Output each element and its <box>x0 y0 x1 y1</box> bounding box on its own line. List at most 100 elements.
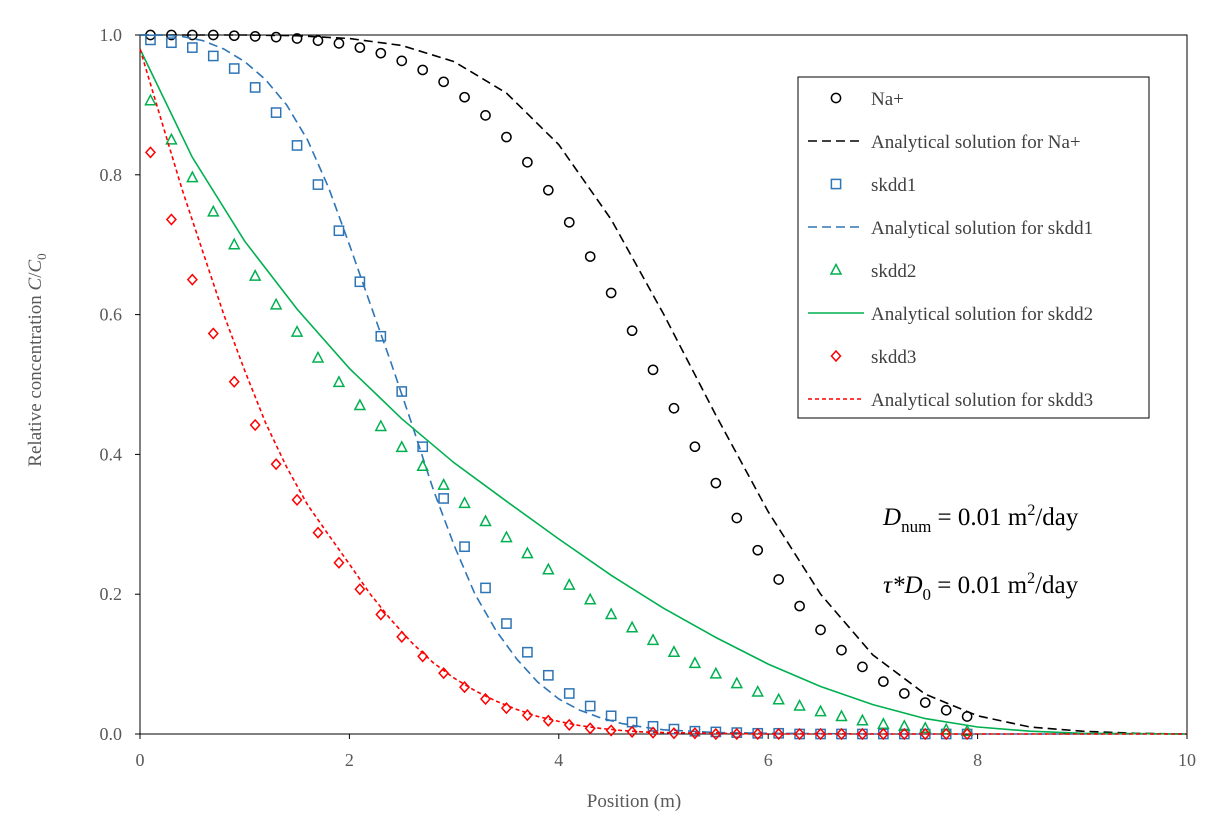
data-point-skdd2 <box>437 478 450 490</box>
x-tick-label: 6 <box>764 750 773 770</box>
data-point-na <box>773 574 785 585</box>
y-tick-label: 0.8 <box>100 165 123 185</box>
legend-label-analytical-solution-for-na: Analytical solution for Na+ <box>871 132 1081 153</box>
data-point-skdd2 <box>374 419 388 432</box>
series-skdd2 <box>144 93 974 736</box>
data-point-skdd1 <box>480 582 491 594</box>
data-point-skdd2 <box>625 620 639 633</box>
data-point-skdd1 <box>542 669 554 681</box>
data-point-skdd1 <box>375 330 387 342</box>
data-point-na <box>501 131 512 143</box>
series-skdd3 <box>144 146 973 741</box>
data-point-skdd3 <box>165 213 177 226</box>
data-point-skdd1 <box>501 618 512 629</box>
data-point-skdd3 <box>689 727 701 740</box>
series-analytical-solution-for-skdd3 <box>139 48 1187 735</box>
data-point-skdd2 <box>207 204 220 217</box>
series-na <box>145 29 973 722</box>
tick-labels: 0 2 4 6 8 10 0.0 0.2 0.4 0.6 0.8 1.0 <box>100 25 1197 770</box>
data-point-skdd2 <box>269 297 283 310</box>
data-point-skdd2 <box>898 719 911 732</box>
y-tick-label: 0.4 <box>100 444 123 464</box>
data-point-skdd3 <box>794 727 806 741</box>
data-point-skdd3 <box>773 727 785 741</box>
legend-swatch-na <box>830 92 842 104</box>
data-point-skdd3 <box>752 727 764 741</box>
data-point-skdd2 <box>479 514 492 527</box>
legend-label-analytical-solution-for-skdd1: Analytical solution for skdd1 <box>871 218 1093 239</box>
data-point-skdd3 <box>815 727 827 741</box>
y-axis-title: Relative concentration C/C0 <box>25 253 49 466</box>
y-tick-label: 0.2 <box>100 584 123 604</box>
legend-label-skdd3: skdd3 <box>871 347 916 368</box>
line-analytical-solution-for-skdd2 <box>139 48 1188 735</box>
data-point-skdd3 <box>647 726 659 739</box>
data-point-skdd3 <box>186 273 198 286</box>
data-point-skdd2 <box>646 633 660 646</box>
data-point-skdd2 <box>186 170 199 183</box>
data-point-skdd3 <box>877 727 889 741</box>
legend-label-skdd2: skdd2 <box>871 261 916 282</box>
legend-label-skdd1: skdd1 <box>871 175 916 196</box>
data-point-na <box>710 477 722 489</box>
x-tick-label: 8 <box>973 750 982 770</box>
data-point-skdd1 <box>249 82 261 93</box>
data-point-skdd3 <box>480 692 492 706</box>
x-tick-label: 2 <box>345 750 354 770</box>
data-point-skdd2 <box>353 398 367 411</box>
data-point-skdd1 <box>270 107 282 118</box>
y-tick-label: 1.0 <box>100 25 123 45</box>
data-point-skdd3 <box>333 556 345 569</box>
data-point-skdd3 <box>249 418 261 432</box>
data-point-na <box>752 544 764 556</box>
data-point-skdd1 <box>145 34 156 46</box>
data-point-skdd1 <box>522 646 533 658</box>
data-point-skdd3 <box>835 727 847 741</box>
data-point-na <box>584 251 596 262</box>
data-point-skdd2 <box>332 375 346 388</box>
line-analytical-solution-for-skdd1 <box>140 34 1187 735</box>
data-point-na <box>417 64 429 76</box>
data-point-skdd3 <box>228 375 240 388</box>
data-point-na <box>668 402 680 414</box>
data-point-skdd3 <box>312 526 324 539</box>
data-point-skdd2 <box>960 724 974 736</box>
data-point-skdd2 <box>730 676 744 689</box>
data-point-skdd1 <box>207 50 219 62</box>
data-point-skdd2 <box>814 704 827 717</box>
data-point-skdd1 <box>354 276 366 288</box>
data-point-skdd3 <box>961 727 973 741</box>
data-point-na <box>940 704 952 716</box>
annotation-dnum: Dnum = 0.01 m2/day <box>882 502 1079 536</box>
legend: Na+ Analytical solution for Na+ skdd1 Analy… <box>797 76 1150 419</box>
data-point-skdd1 <box>459 541 470 553</box>
data-point-skdd3 <box>207 327 219 340</box>
data-point-skdd2 <box>165 132 178 145</box>
data-point-na <box>898 688 910 699</box>
data-point-skdd2 <box>311 350 325 363</box>
data-point-skdd3 <box>396 630 408 643</box>
data-point-skdd1 <box>312 179 324 190</box>
data-point-na <box>333 38 345 49</box>
data-point-skdd2 <box>563 578 576 590</box>
series-analytical-solution-for-skdd2 <box>139 48 1188 735</box>
data-point-na <box>731 512 743 524</box>
data-point-na <box>857 661 868 673</box>
data-point-skdd2 <box>751 684 764 697</box>
data-point-skdd3 <box>856 727 868 741</box>
data-point-na <box>919 697 931 708</box>
data-point-na <box>542 184 554 196</box>
x-axis-title: Position (m) <box>587 791 681 812</box>
data-point-skdd1 <box>438 493 449 504</box>
data-point-skdd2 <box>835 709 848 722</box>
data-point-skdd2 <box>521 546 534 559</box>
data-point-skdd3 <box>270 458 282 471</box>
data-point-skdd2 <box>688 656 702 669</box>
y-tick-label: 0.0 <box>100 724 123 744</box>
legend-swatch-skdd1 <box>830 178 842 190</box>
data-point-skdd1 <box>291 140 303 151</box>
y-tick-label: 0.6 <box>100 305 123 325</box>
data-point-skdd1 <box>417 441 429 453</box>
data-point-na <box>522 156 533 168</box>
